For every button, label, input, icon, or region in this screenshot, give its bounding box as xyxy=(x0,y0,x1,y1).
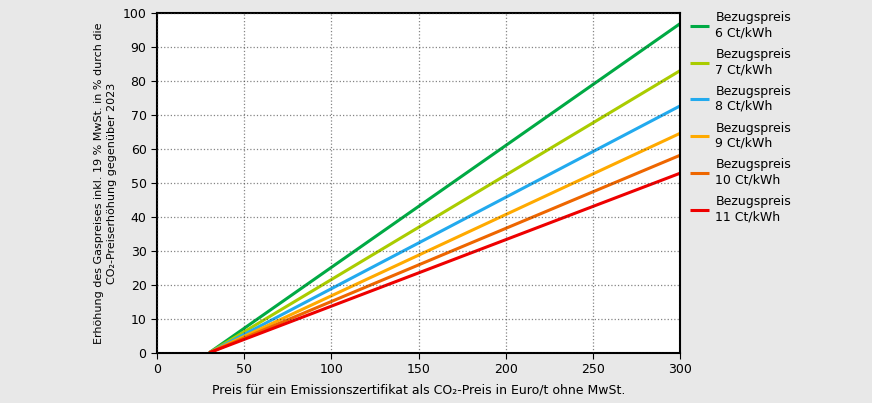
Bezugspreis
10 Ct/kWh xyxy=(590,189,601,193)
Bezugspreis
11 Ct/kWh xyxy=(484,243,494,248)
Line: Bezugspreis
10 Ct/kWh: Bezugspreis 10 Ct/kWh xyxy=(209,155,680,353)
Bezugspreis
6 Ct/kWh xyxy=(427,194,438,199)
Bezugspreis
9 Ct/kWh xyxy=(675,131,685,136)
Bezugspreis
6 Ct/kWh xyxy=(459,172,469,177)
Bezugspreis
7 Ct/kWh xyxy=(590,119,601,124)
Line: Bezugspreis
7 Ct/kWh: Bezugspreis 7 Ct/kWh xyxy=(209,71,680,353)
Bezugspreis
9 Ct/kWh xyxy=(431,245,441,249)
Bezugspreis
7 Ct/kWh xyxy=(664,75,674,80)
Bezugspreis
7 Ct/kWh xyxy=(427,216,438,221)
Bezugspreis
6 Ct/kWh xyxy=(484,154,494,159)
Bezugspreis
6 Ct/kWh xyxy=(431,192,441,197)
Bezugspreis
8 Ct/kWh xyxy=(664,109,674,114)
Bezugspreis
7 Ct/kWh xyxy=(204,350,215,355)
Legend: Bezugspreis
6 Ct/kWh, Bezugspreis
7 Ct/kWh, Bezugspreis
8 Ct/kWh, Bezugspreis
9 : Bezugspreis 6 Ct/kWh, Bezugspreis 7 Ct/k… xyxy=(685,6,796,228)
Bezugspreis
8 Ct/kWh xyxy=(484,204,494,208)
Bezugspreis
10 Ct/kWh xyxy=(675,153,685,158)
Bezugspreis
8 Ct/kWh xyxy=(204,350,215,355)
Bezugspreis
8 Ct/kWh xyxy=(427,233,438,238)
Bezugspreis
8 Ct/kWh xyxy=(431,232,441,237)
Bezugspreis
10 Ct/kWh xyxy=(204,350,215,355)
Bezugspreis
6 Ct/kWh xyxy=(590,81,601,85)
Bezugspreis
9 Ct/kWh xyxy=(664,136,674,141)
Bezugspreis
10 Ct/kWh xyxy=(459,243,469,248)
Bezugspreis
6 Ct/kWh xyxy=(204,350,215,355)
Bezugspreis
9 Ct/kWh xyxy=(459,232,469,237)
Bezugspreis
10 Ct/kWh xyxy=(484,233,494,238)
Bezugspreis
7 Ct/kWh xyxy=(675,68,685,73)
Bezugspreis
9 Ct/kWh xyxy=(484,220,494,224)
Bezugspreis
8 Ct/kWh xyxy=(675,104,685,108)
Bezugspreis
8 Ct/kWh xyxy=(590,148,601,153)
Line: Bezugspreis
11 Ct/kWh: Bezugspreis 11 Ct/kWh xyxy=(209,173,680,353)
Bezugspreis
11 Ct/kWh xyxy=(675,171,685,176)
Bezugspreis
9 Ct/kWh xyxy=(427,246,438,251)
Bezugspreis
11 Ct/kWh xyxy=(431,264,441,269)
Line: Bezugspreis
8 Ct/kWh: Bezugspreis 8 Ct/kWh xyxy=(209,106,680,353)
Bezugspreis
9 Ct/kWh xyxy=(590,170,601,175)
Bezugspreis
6 Ct/kWh xyxy=(664,29,674,34)
Bezugspreis
10 Ct/kWh xyxy=(431,256,441,260)
X-axis label: Preis für ein Emissionszertifikat als CO₂-Preis in Euro/t ohne MwSt.: Preis für ein Emissionszertifikat als CO… xyxy=(212,383,625,396)
Bezugspreis
11 Ct/kWh xyxy=(664,175,674,180)
Bezugspreis
11 Ct/kWh xyxy=(590,203,601,208)
Bezugspreis
10 Ct/kWh xyxy=(427,256,438,261)
Bezugspreis
11 Ct/kWh xyxy=(459,253,469,258)
Bezugspreis
7 Ct/kWh xyxy=(431,215,441,220)
Bezugspreis
11 Ct/kWh xyxy=(204,350,215,355)
Bezugspreis
11 Ct/kWh xyxy=(427,265,438,270)
Line: Bezugspreis
6 Ct/kWh: Bezugspreis 6 Ct/kWh xyxy=(209,24,680,353)
Bezugspreis
10 Ct/kWh xyxy=(664,158,674,162)
Bezugspreis
7 Ct/kWh xyxy=(484,183,494,187)
Bezugspreis
7 Ct/kWh xyxy=(459,197,469,202)
Y-axis label: Erhöhung des Gaspreises inkl. 19 % MwSt. in % durch die
CO₂-Preiserhöhung gegenü: Erhöhung des Gaspreises inkl. 19 % MwSt.… xyxy=(94,22,117,344)
Bezugspreis
6 Ct/kWh xyxy=(675,21,685,26)
Bezugspreis
9 Ct/kWh xyxy=(204,350,215,355)
Line: Bezugspreis
9 Ct/kWh: Bezugspreis 9 Ct/kWh xyxy=(209,133,680,353)
Bezugspreis
8 Ct/kWh xyxy=(459,217,469,222)
